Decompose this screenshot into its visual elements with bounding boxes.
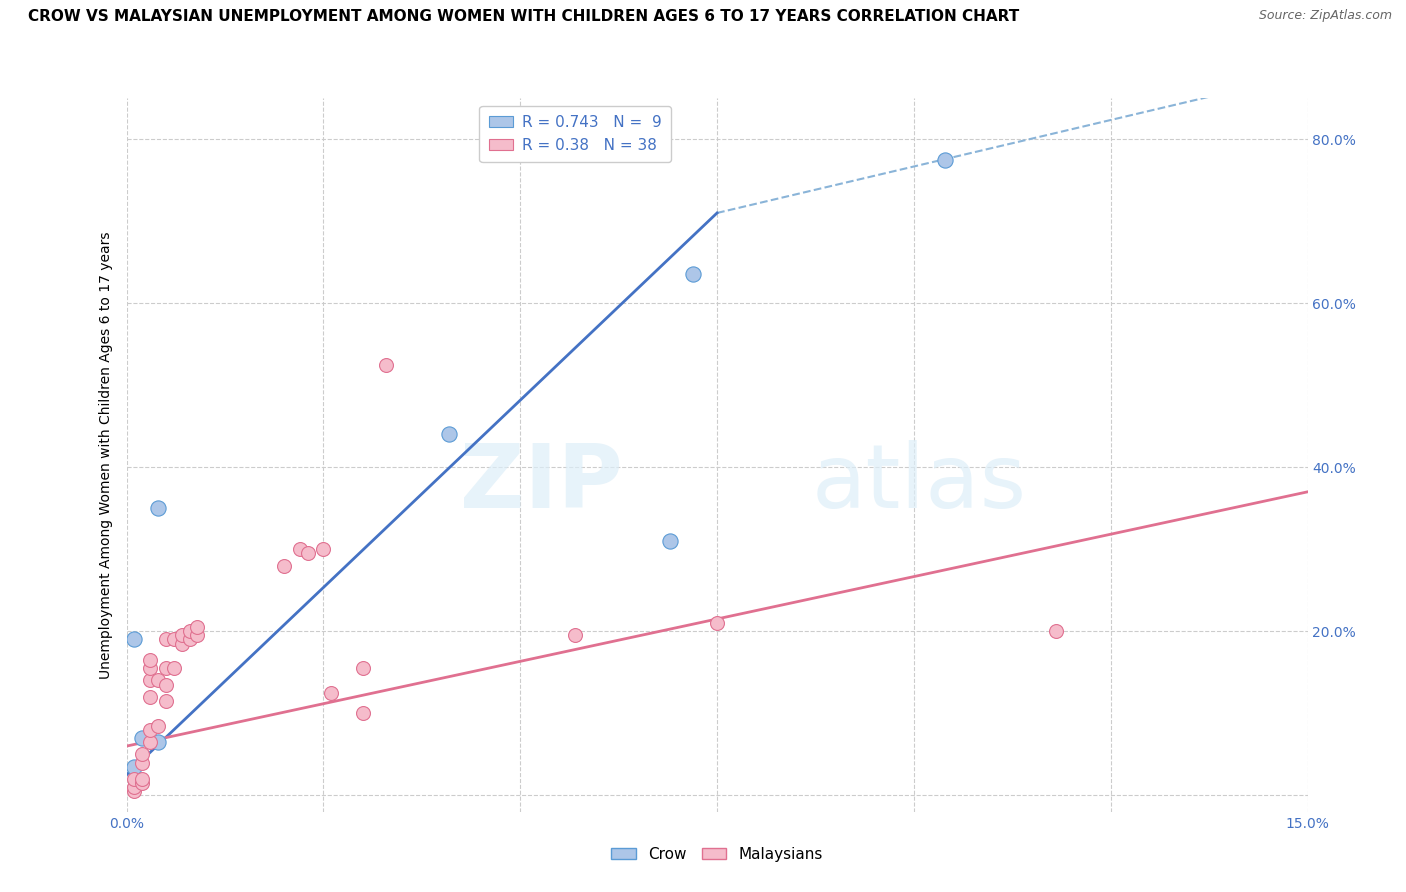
Point — [273, 558, 295, 573]
Point — [139, 661, 162, 675]
Point — [131, 747, 153, 762]
Point — [155, 677, 177, 691]
Point — [179, 624, 201, 639]
Point — [124, 759, 146, 773]
Point — [124, 772, 146, 786]
Point — [139, 653, 162, 667]
Point — [139, 690, 162, 704]
Text: CROW VS MALAYSIAN UNEMPLOYMENT AMONG WOMEN WITH CHILDREN AGES 6 TO 17 YEARS CORR: CROW VS MALAYSIAN UNEMPLOYMENT AMONG WOM… — [28, 9, 1019, 24]
Point — [706, 616, 728, 631]
Point — [163, 632, 186, 647]
Y-axis label: Unemployment Among Women with Children Ages 6 to 17 years: Unemployment Among Women with Children A… — [100, 231, 114, 679]
Point — [131, 772, 153, 786]
Legend: Crow, Malaysians: Crow, Malaysians — [605, 841, 830, 868]
Point — [139, 735, 162, 749]
Point — [163, 661, 186, 675]
Point — [934, 153, 956, 167]
Point — [139, 723, 162, 737]
Point — [352, 661, 374, 675]
Point — [146, 673, 169, 688]
Point — [375, 358, 398, 372]
Point — [186, 628, 208, 642]
Point — [564, 628, 586, 642]
Point — [682, 268, 704, 282]
Point — [658, 534, 681, 549]
Point — [186, 620, 208, 634]
Point — [439, 427, 461, 442]
Point — [352, 706, 374, 721]
Point — [146, 718, 169, 732]
Text: Source: ZipAtlas.com: Source: ZipAtlas.com — [1258, 9, 1392, 22]
Point — [131, 731, 153, 745]
Text: atlas: atlas — [811, 440, 1026, 527]
Point — [170, 628, 193, 642]
Point — [131, 756, 153, 770]
Point — [131, 776, 153, 790]
Point — [170, 636, 193, 650]
Text: ZIP: ZIP — [460, 440, 623, 527]
Point — [155, 694, 177, 708]
Point — [146, 735, 169, 749]
Point — [1045, 624, 1067, 639]
Point — [146, 501, 169, 516]
Point — [179, 632, 201, 647]
Point — [312, 542, 335, 557]
Point — [124, 780, 146, 794]
Point — [297, 546, 319, 560]
Point — [321, 686, 343, 700]
Point — [124, 632, 146, 647]
Point — [288, 542, 311, 557]
Point — [124, 784, 146, 798]
Point — [139, 673, 162, 688]
Point — [155, 632, 177, 647]
Point — [155, 661, 177, 675]
